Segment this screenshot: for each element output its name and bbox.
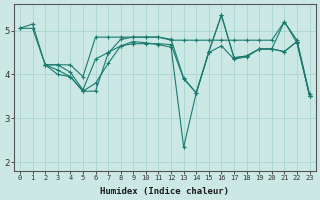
X-axis label: Humidex (Indice chaleur): Humidex (Indice chaleur) <box>100 187 229 196</box>
